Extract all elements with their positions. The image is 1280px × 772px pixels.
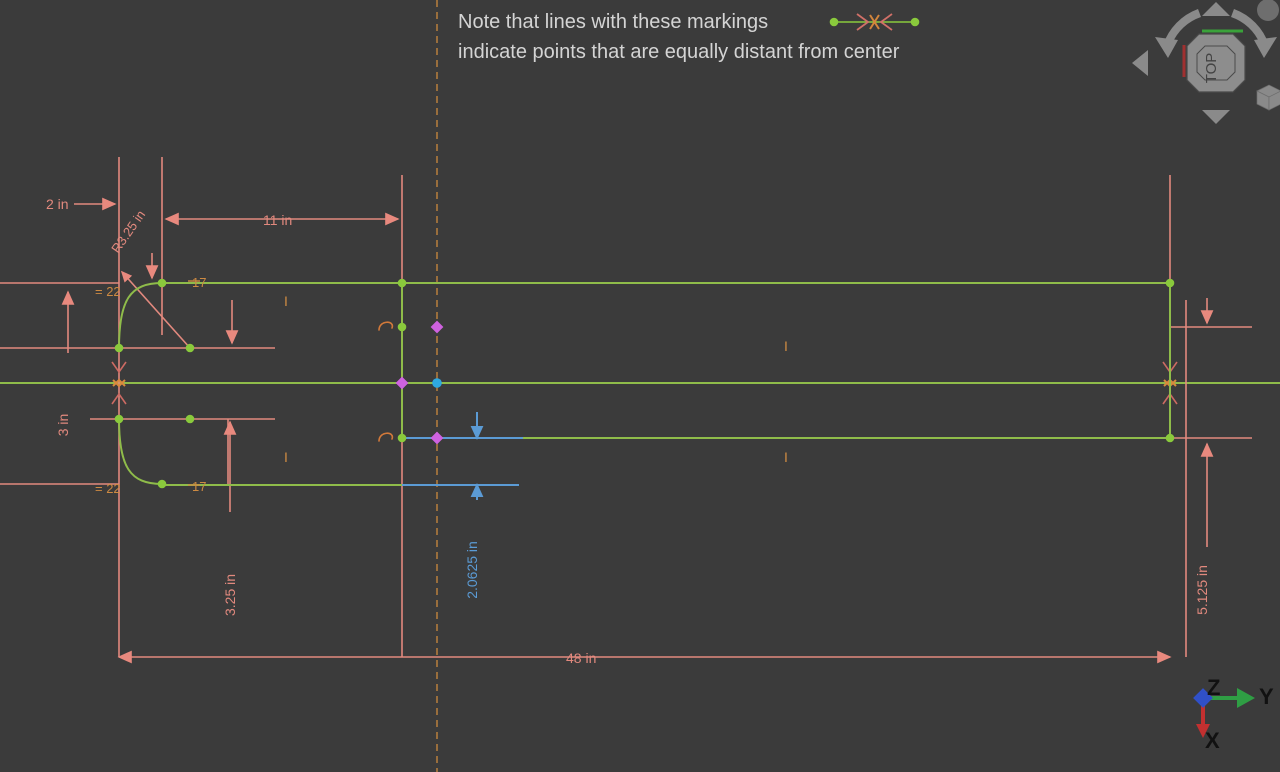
svg-text:indicate points that are equal: indicate points that are equally distant… [458,41,900,63]
svg-text:5.125 in: 5.125 in [1194,565,1210,615]
svg-text:Note that lines with these mar: Note that lines with these markings [458,11,768,33]
svg-text:48 in: 48 in [566,650,596,666]
svg-text:17: 17 [192,479,206,494]
svg-text:Z: Z [1207,675,1220,700]
svg-text:3 in: 3 in [55,414,71,437]
svg-text:R3.25 in: R3.25 in [108,207,148,255]
svg-text:= 22: = 22 [95,284,121,299]
svg-text:TOP: TOP [1203,53,1220,84]
svg-text:X: X [1205,728,1220,753]
svg-text:= 22: = 22 [95,481,121,496]
svg-text:I: I [284,449,288,465]
svg-text:17: 17 [192,275,206,290]
svg-text:11 in: 11 in [263,212,292,228]
svg-text:Y: Y [1259,684,1274,709]
svg-text:I: I [284,293,288,309]
svg-text:2.0625 in: 2.0625 in [464,541,480,599]
svg-text:I: I [784,338,788,354]
svg-text:I: I [784,449,788,465]
svg-text:2 in: 2 in [46,196,69,212]
svg-text:3.25 in: 3.25 in [222,574,238,616]
